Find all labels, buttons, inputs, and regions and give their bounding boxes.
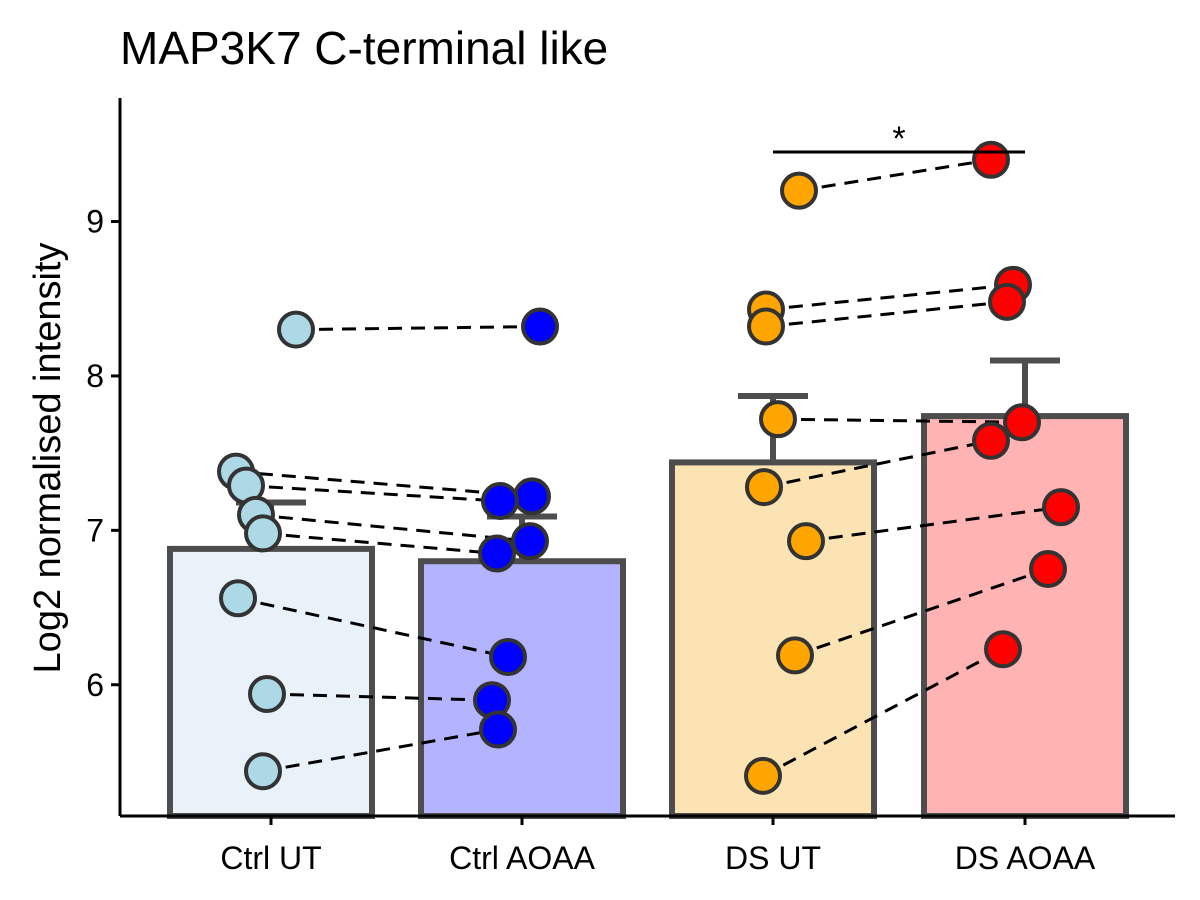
data-point [1042,488,1080,527]
pair-line [262,531,498,555]
pair-line [777,417,1023,424]
pair-line [235,470,533,498]
data-point [521,307,559,346]
x-tick-label: Ctrl UT [220,840,321,876]
data-point [745,468,783,507]
pair-lines-layer [235,158,1062,778]
y-tick-label: 7 [86,512,104,548]
pair-line [765,300,1008,329]
data-point [244,752,282,791]
bar [418,558,626,820]
pair-line [262,728,499,773]
data-point [513,477,551,516]
y-tick-label: 8 [86,358,104,394]
data-point [1003,403,1041,442]
data-point [481,482,519,521]
pair-line [805,505,1062,543]
data-point [972,140,1010,179]
data-point [244,514,282,553]
data-point [984,630,1022,669]
pair-line [245,484,501,503]
data-point [277,310,315,349]
data-point [747,307,785,346]
y-tick-label: 9 [86,204,104,240]
data-point [780,171,818,210]
data-point [248,675,286,714]
points-layer [217,140,1080,795]
data-point [988,282,1026,321]
data-point [744,756,782,795]
pair-line [237,596,509,659]
pair-line [763,439,992,489]
pair-line [266,692,493,702]
bar [921,413,1129,819]
pair-line [295,325,541,332]
data-point [219,579,257,618]
significance-label: * [892,120,905,158]
data-point [776,636,814,675]
data-point [759,400,797,439]
data-point [478,534,516,573]
data-point [787,522,825,561]
data-point [1029,549,1067,588]
pair-line [798,158,992,193]
axes-layer: 6 7 8 9 Ctrl UT Ctrl AOAA DS UT DS AOAA [86,98,1175,876]
data-point [511,522,549,561]
data-point [972,421,1010,460]
significance-layer: * [773,120,1025,158]
data-point [489,637,527,676]
x-tick-label: DS AOAA [955,840,1096,876]
chart-title: MAP3K7 C-terminal like [120,22,608,74]
data-point [479,710,517,749]
x-tick-label: Ctrl AOAA [449,840,595,876]
y-tick-label: 6 [86,667,104,703]
x-tick-label: DS UT [725,840,821,876]
pair-line [765,283,1014,312]
y-axis-title: Log2 normalised intensity [27,243,69,674]
